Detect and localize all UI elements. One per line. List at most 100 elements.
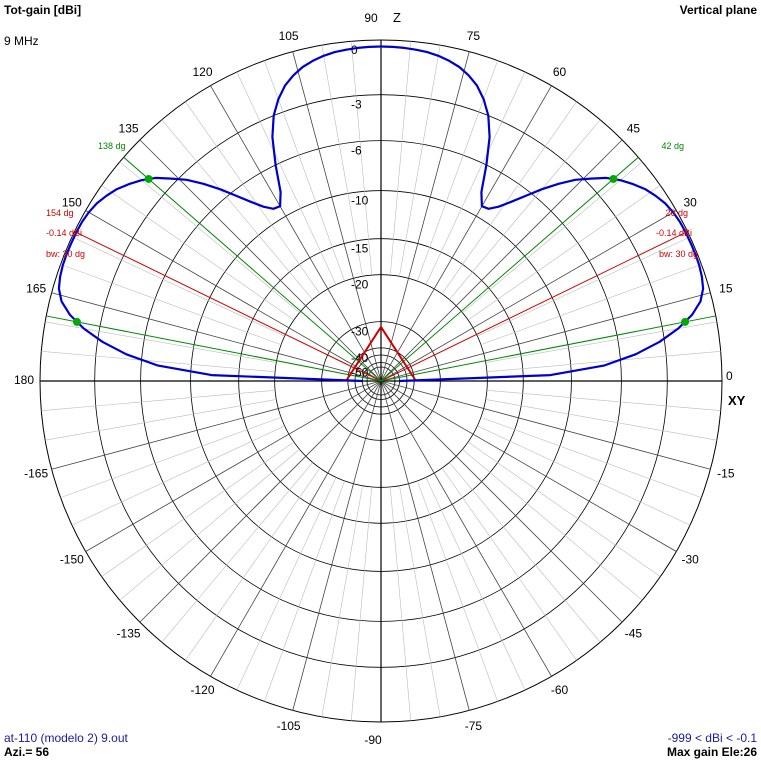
angle-gridline bbox=[264, 480, 345, 702]
angle-tick-label: -165 bbox=[24, 466, 48, 480]
gain-ring-label: -20 bbox=[351, 278, 369, 292]
angle-tick-label: -105 bbox=[277, 719, 301, 733]
angle-tick-label: -75 bbox=[465, 719, 483, 733]
angle-gridline bbox=[477, 425, 691, 526]
angle-gridline bbox=[380, 380, 623, 623]
gain-ring-label: -6 bbox=[351, 144, 362, 158]
file-name-label: at-110 (modelo 2) 9.out bbox=[4, 731, 128, 745]
gain-ring-label: 0 bbox=[351, 43, 358, 57]
angle-gridline bbox=[417, 60, 498, 282]
angle-gridline bbox=[467, 441, 661, 577]
half-power-line bbox=[380, 156, 639, 382]
max-gain-angle-label-right: 26 dg bbox=[665, 208, 688, 218]
frequency-label: 9 MHz bbox=[4, 34, 39, 48]
angle-gridline bbox=[71, 425, 285, 526]
angle-gridline bbox=[236, 477, 337, 691]
angle-tick-label: 120 bbox=[192, 65, 212, 79]
angle-gridline bbox=[485, 399, 717, 441]
angle-gridline bbox=[467, 185, 661, 321]
angle-gridline bbox=[477, 236, 691, 337]
max-gain-line bbox=[380, 231, 688, 382]
angle-gridline bbox=[449, 462, 601, 643]
half-power-marker bbox=[681, 317, 690, 326]
angle-gridline bbox=[350, 486, 373, 721]
angle-gridline bbox=[101, 185, 295, 321]
angle-gridline bbox=[399, 45, 441, 277]
gain-range-label: -999 < dBi < -0.1 bbox=[667, 731, 757, 745]
angle-gridline bbox=[441, 101, 577, 295]
z-axis-label: Z bbox=[393, 10, 401, 25]
angle-gridline bbox=[210, 85, 382, 382]
angle-gridline bbox=[380, 380, 470, 711]
angle-gridline bbox=[161, 119, 313, 300]
angle-gridline bbox=[380, 210, 677, 382]
angle-gridline bbox=[425, 477, 526, 691]
reference-triangle bbox=[345, 325, 417, 382]
angle-gridline bbox=[264, 60, 345, 282]
angle-gridline bbox=[399, 485, 441, 717]
angle-gridline bbox=[41, 350, 276, 373]
angle-tick-label: 150 bbox=[62, 196, 82, 210]
angle-gridline bbox=[236, 71, 337, 285]
max-gain-elevation-label: Max gain Ele:26 bbox=[666, 745, 757, 759]
angle-tick-label: 90 bbox=[364, 11, 378, 25]
angle-gridline bbox=[462, 449, 643, 601]
gain-ring-label: -3 bbox=[351, 98, 362, 112]
angle-gridline bbox=[417, 480, 498, 702]
angle-gridline bbox=[321, 485, 363, 717]
angle-tick-label: 165 bbox=[26, 282, 46, 296]
angle-gridline bbox=[389, 41, 412, 276]
angle-gridline bbox=[185, 467, 321, 661]
max-gain-angle-label-left: 154 dg bbox=[46, 208, 74, 218]
gain-ring-label: -10 bbox=[351, 194, 369, 208]
angle-gridline bbox=[51, 380, 382, 470]
angle-gridline bbox=[380, 380, 677, 552]
angle-tick-label: -30 bbox=[681, 553, 699, 567]
angle-tick-label: 105 bbox=[279, 29, 299, 43]
angle-tick-label: -60 bbox=[551, 683, 569, 697]
xy-axis-label: XY bbox=[728, 393, 746, 408]
half-power-line bbox=[380, 315, 716, 382]
angle-gridline bbox=[480, 264, 702, 345]
angle-gridline bbox=[71, 236, 285, 337]
half-power-marker bbox=[144, 174, 153, 183]
secondary-angle-label-left: 138 dg bbox=[98, 141, 126, 151]
angle-gridline bbox=[380, 51, 470, 382]
angle-tick-label: -90 bbox=[364, 733, 382, 747]
angle-gridline bbox=[380, 292, 711, 382]
angle-gridline bbox=[449, 119, 601, 300]
chart-title: Tot-gain [dBi] bbox=[4, 3, 82, 17]
angle-gridline bbox=[380, 380, 552, 677]
angle-tick-label: -45 bbox=[625, 626, 643, 640]
angle-gridline bbox=[185, 101, 321, 295]
angle-gridline bbox=[60, 417, 282, 498]
gain-ring-label: -15 bbox=[351, 242, 369, 256]
angle-gridline bbox=[350, 41, 373, 276]
angle-tick-label: -135 bbox=[117, 626, 141, 640]
angle-gridline bbox=[85, 380, 382, 552]
angle-tick-label: 15 bbox=[719, 282, 733, 296]
angle-gridline bbox=[161, 462, 313, 643]
angle-gridline bbox=[380, 85, 552, 382]
angle-gridline bbox=[41, 389, 276, 412]
angle-tick-label: -150 bbox=[60, 553, 84, 567]
angle-gridline bbox=[45, 321, 277, 363]
angle-gridline bbox=[119, 449, 300, 601]
angle-gridline bbox=[210, 380, 382, 677]
angle-tick-label: 75 bbox=[467, 29, 481, 43]
angle-gridline bbox=[389, 486, 412, 721]
angle-gridline bbox=[462, 161, 643, 313]
half-power-marker bbox=[609, 174, 618, 183]
azimuth-label: Azi.= 56 bbox=[4, 745, 50, 759]
angle-gridline bbox=[292, 51, 382, 382]
max-gain-value-label-right: -0.14 dBi bbox=[656, 228, 692, 238]
angle-gridline bbox=[45, 399, 277, 441]
angle-tick-label: -15 bbox=[717, 466, 735, 480]
angle-gridline bbox=[85, 210, 382, 382]
half-power-line bbox=[46, 315, 382, 382]
beamwidth-label-left: bw: 30 dg bbox=[46, 249, 85, 259]
angle-gridline bbox=[480, 417, 702, 498]
angle-gridline bbox=[101, 441, 295, 577]
